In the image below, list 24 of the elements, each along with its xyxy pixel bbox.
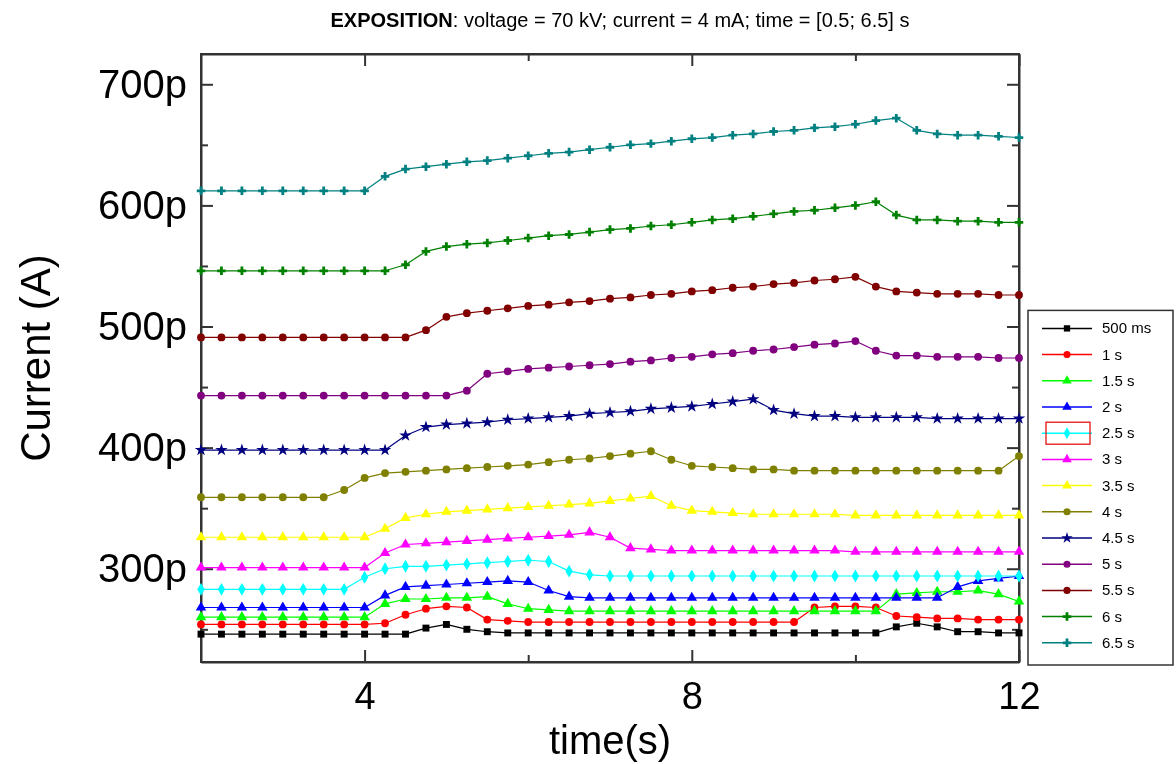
y-tick-label: 700p [98,61,187,106]
legend-label: 6 s [1102,607,1123,625]
y-tick-label: 600p [98,182,187,227]
y-tick-label: 300p [98,546,187,591]
legend-label: 3.5 s [1102,476,1135,494]
legend-label: 4 s [1102,502,1123,520]
chart-title: EXPOSITION: voltage = 70 kV; current = 4 mA; time = [0.5; 6.5] s [330,9,910,31]
legend-label: 4.5 s [1102,529,1135,546]
legend-label: 5 s [1102,555,1123,573]
legend-label: 2.5 s [1102,424,1135,442]
legend-label: 5.5 s [1102,581,1135,599]
y-tick-label: 400p [98,424,187,469]
y-tick-label: 500p [98,303,187,348]
legend-label: 2 s [1102,398,1123,415]
legend-label: 1 s [1102,345,1123,363]
x-tick-label: 12 [998,674,1041,717]
legend-label: 6.5 s [1102,633,1135,651]
x-axis-title: time(s) [548,718,672,762]
legend-label: 500 ms [1102,319,1152,337]
x-tick-label: 8 [681,674,703,717]
legend-label: 3 s [1102,450,1123,468]
x-tick-label: 4 [354,674,376,717]
y-axis-title: Current (A) [12,254,59,462]
legend-label: 1.5 s [1102,371,1135,389]
